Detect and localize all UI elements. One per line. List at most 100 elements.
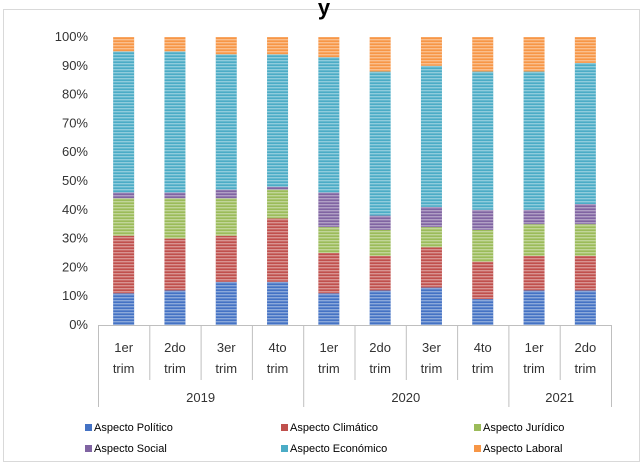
bar-segment-texture	[267, 37, 289, 55]
bar-segment-texture	[472, 209, 494, 230]
bar-segment-texture	[164, 37, 186, 52]
x-category-label: 3er	[217, 340, 236, 355]
bar-segment-texture	[472, 299, 494, 325]
y-tick-label: 50%	[62, 173, 88, 188]
x-category-label: trim	[472, 361, 494, 376]
bar-segment-texture	[113, 235, 135, 294]
x-category-label: 4to	[269, 340, 287, 355]
legend-label: Aspecto Jurídico	[483, 422, 564, 434]
x-category-label: 2do	[574, 340, 596, 355]
bar-segment-texture	[574, 62, 596, 205]
bar-segment-texture	[215, 189, 237, 199]
legend-label: Aspecto Climático	[290, 422, 378, 434]
y-tick-label: 20%	[62, 259, 88, 274]
bar-segment-texture	[523, 290, 545, 325]
bar-segment-texture	[215, 281, 237, 325]
x-category-label: trim	[523, 361, 545, 376]
bar-segment-texture	[574, 255, 596, 291]
bar-segment-texture	[574, 290, 596, 325]
bar-segment-texture	[472, 37, 494, 72]
legend: Aspecto Político Aspecto Climático Aspecto…	[85, 422, 564, 455]
x-category-label: 2do	[164, 340, 186, 355]
bar-segment-texture	[574, 224, 596, 256]
bar-segment-texture	[574, 204, 596, 225]
y-tick-label: 70%	[62, 115, 88, 130]
bar-segment-texture	[113, 293, 135, 325]
bar-segment-texture	[164, 198, 186, 239]
y-tick-label: 0%	[69, 317, 88, 332]
bar-segment-texture	[369, 290, 391, 325]
bar-segment-texture	[369, 37, 391, 72]
bar-segment-texture	[369, 229, 391, 256]
y-tick-label: 90%	[62, 58, 88, 73]
bar-segment-texture	[472, 261, 494, 300]
bar-segment-texture	[369, 71, 391, 216]
bar-segment-texture	[369, 255, 391, 291]
bar-segment-texture	[523, 71, 545, 210]
bar-segment-texture	[420, 65, 442, 207]
bar-segment-texture	[267, 218, 289, 282]
bar-segment-texture	[113, 198, 135, 236]
bar-segment-texture	[113, 192, 135, 199]
legend-swatch	[85, 445, 92, 452]
y-tick-label: 100%	[55, 29, 89, 44]
bar-segment-texture	[420, 287, 442, 325]
legend-label: Aspecto Laboral	[483, 443, 563, 455]
bar-segment-texture	[523, 255, 545, 291]
bar-segment-texture	[267, 186, 289, 190]
x-category-label: trim	[215, 361, 237, 376]
legend-label: Aspecto Social	[94, 443, 167, 455]
bar-segment-texture	[420, 247, 442, 288]
bar-segment-texture	[267, 281, 289, 325]
bar-segment-texture	[318, 227, 340, 253]
x-category-label: 1er	[114, 340, 133, 355]
bar-segment-texture	[113, 51, 135, 193]
x-group-label: 2019	[186, 390, 215, 405]
bar-segment-texture	[420, 37, 442, 66]
legend-swatch	[85, 424, 92, 431]
y-tick-label: 40%	[62, 202, 88, 217]
bar-segment-texture	[164, 238, 186, 291]
bar-segment-texture	[318, 293, 340, 325]
x-category-label: trim	[369, 361, 391, 376]
legend-swatch	[281, 424, 288, 431]
y-tick-label: 30%	[62, 231, 88, 246]
x-category-label: 3er	[422, 340, 441, 355]
bar-segment-texture	[472, 71, 494, 210]
bar-segment-texture	[267, 189, 289, 219]
labels-layer: 0% 10% 20% 30% 40% 50% 60% 70% 80% 90% 100% 1er trim…	[55, 29, 596, 405]
bar-segment-texture	[420, 206, 442, 228]
bar-segment-texture	[164, 51, 186, 193]
bar-segment-texture	[113, 37, 135, 52]
bar-segment-texture	[369, 215, 391, 230]
bar-segment-texture	[420, 227, 442, 248]
legend-label: Aspecto Económico	[290, 443, 387, 455]
bar-segment-texture	[523, 224, 545, 256]
x-group-label: 2021	[545, 390, 574, 405]
x-group-label: 2020	[391, 390, 420, 405]
bar-segment-texture	[472, 229, 494, 262]
bar-segment-texture	[215, 198, 237, 236]
chart-title-fragment: y	[318, 0, 331, 20]
axis-layer	[98, 325, 612, 407]
bar-segment-texture	[164, 290, 186, 325]
bar-segment-texture	[574, 37, 596, 63]
x-category-label: trim	[421, 361, 443, 376]
bar-segment-texture	[318, 57, 340, 193]
legend-swatch	[474, 424, 481, 431]
legend-swatch	[474, 445, 481, 452]
x-category-label: trim	[318, 361, 340, 376]
y-tick-label: 10%	[62, 288, 88, 303]
bar-segment-texture	[318, 37, 340, 58]
x-category-label: trim	[164, 361, 186, 376]
bar-segment-texture	[215, 54, 237, 190]
x-category-label: 1er	[319, 340, 338, 355]
bar-segment-texture	[215, 235, 237, 282]
y-tick-label: 60%	[62, 144, 88, 159]
x-category-label: 1er	[525, 340, 544, 355]
y-tick-label: 80%	[62, 87, 88, 102]
bar-segment-texture	[215, 37, 237, 55]
bar-segment-texture	[164, 192, 186, 199]
